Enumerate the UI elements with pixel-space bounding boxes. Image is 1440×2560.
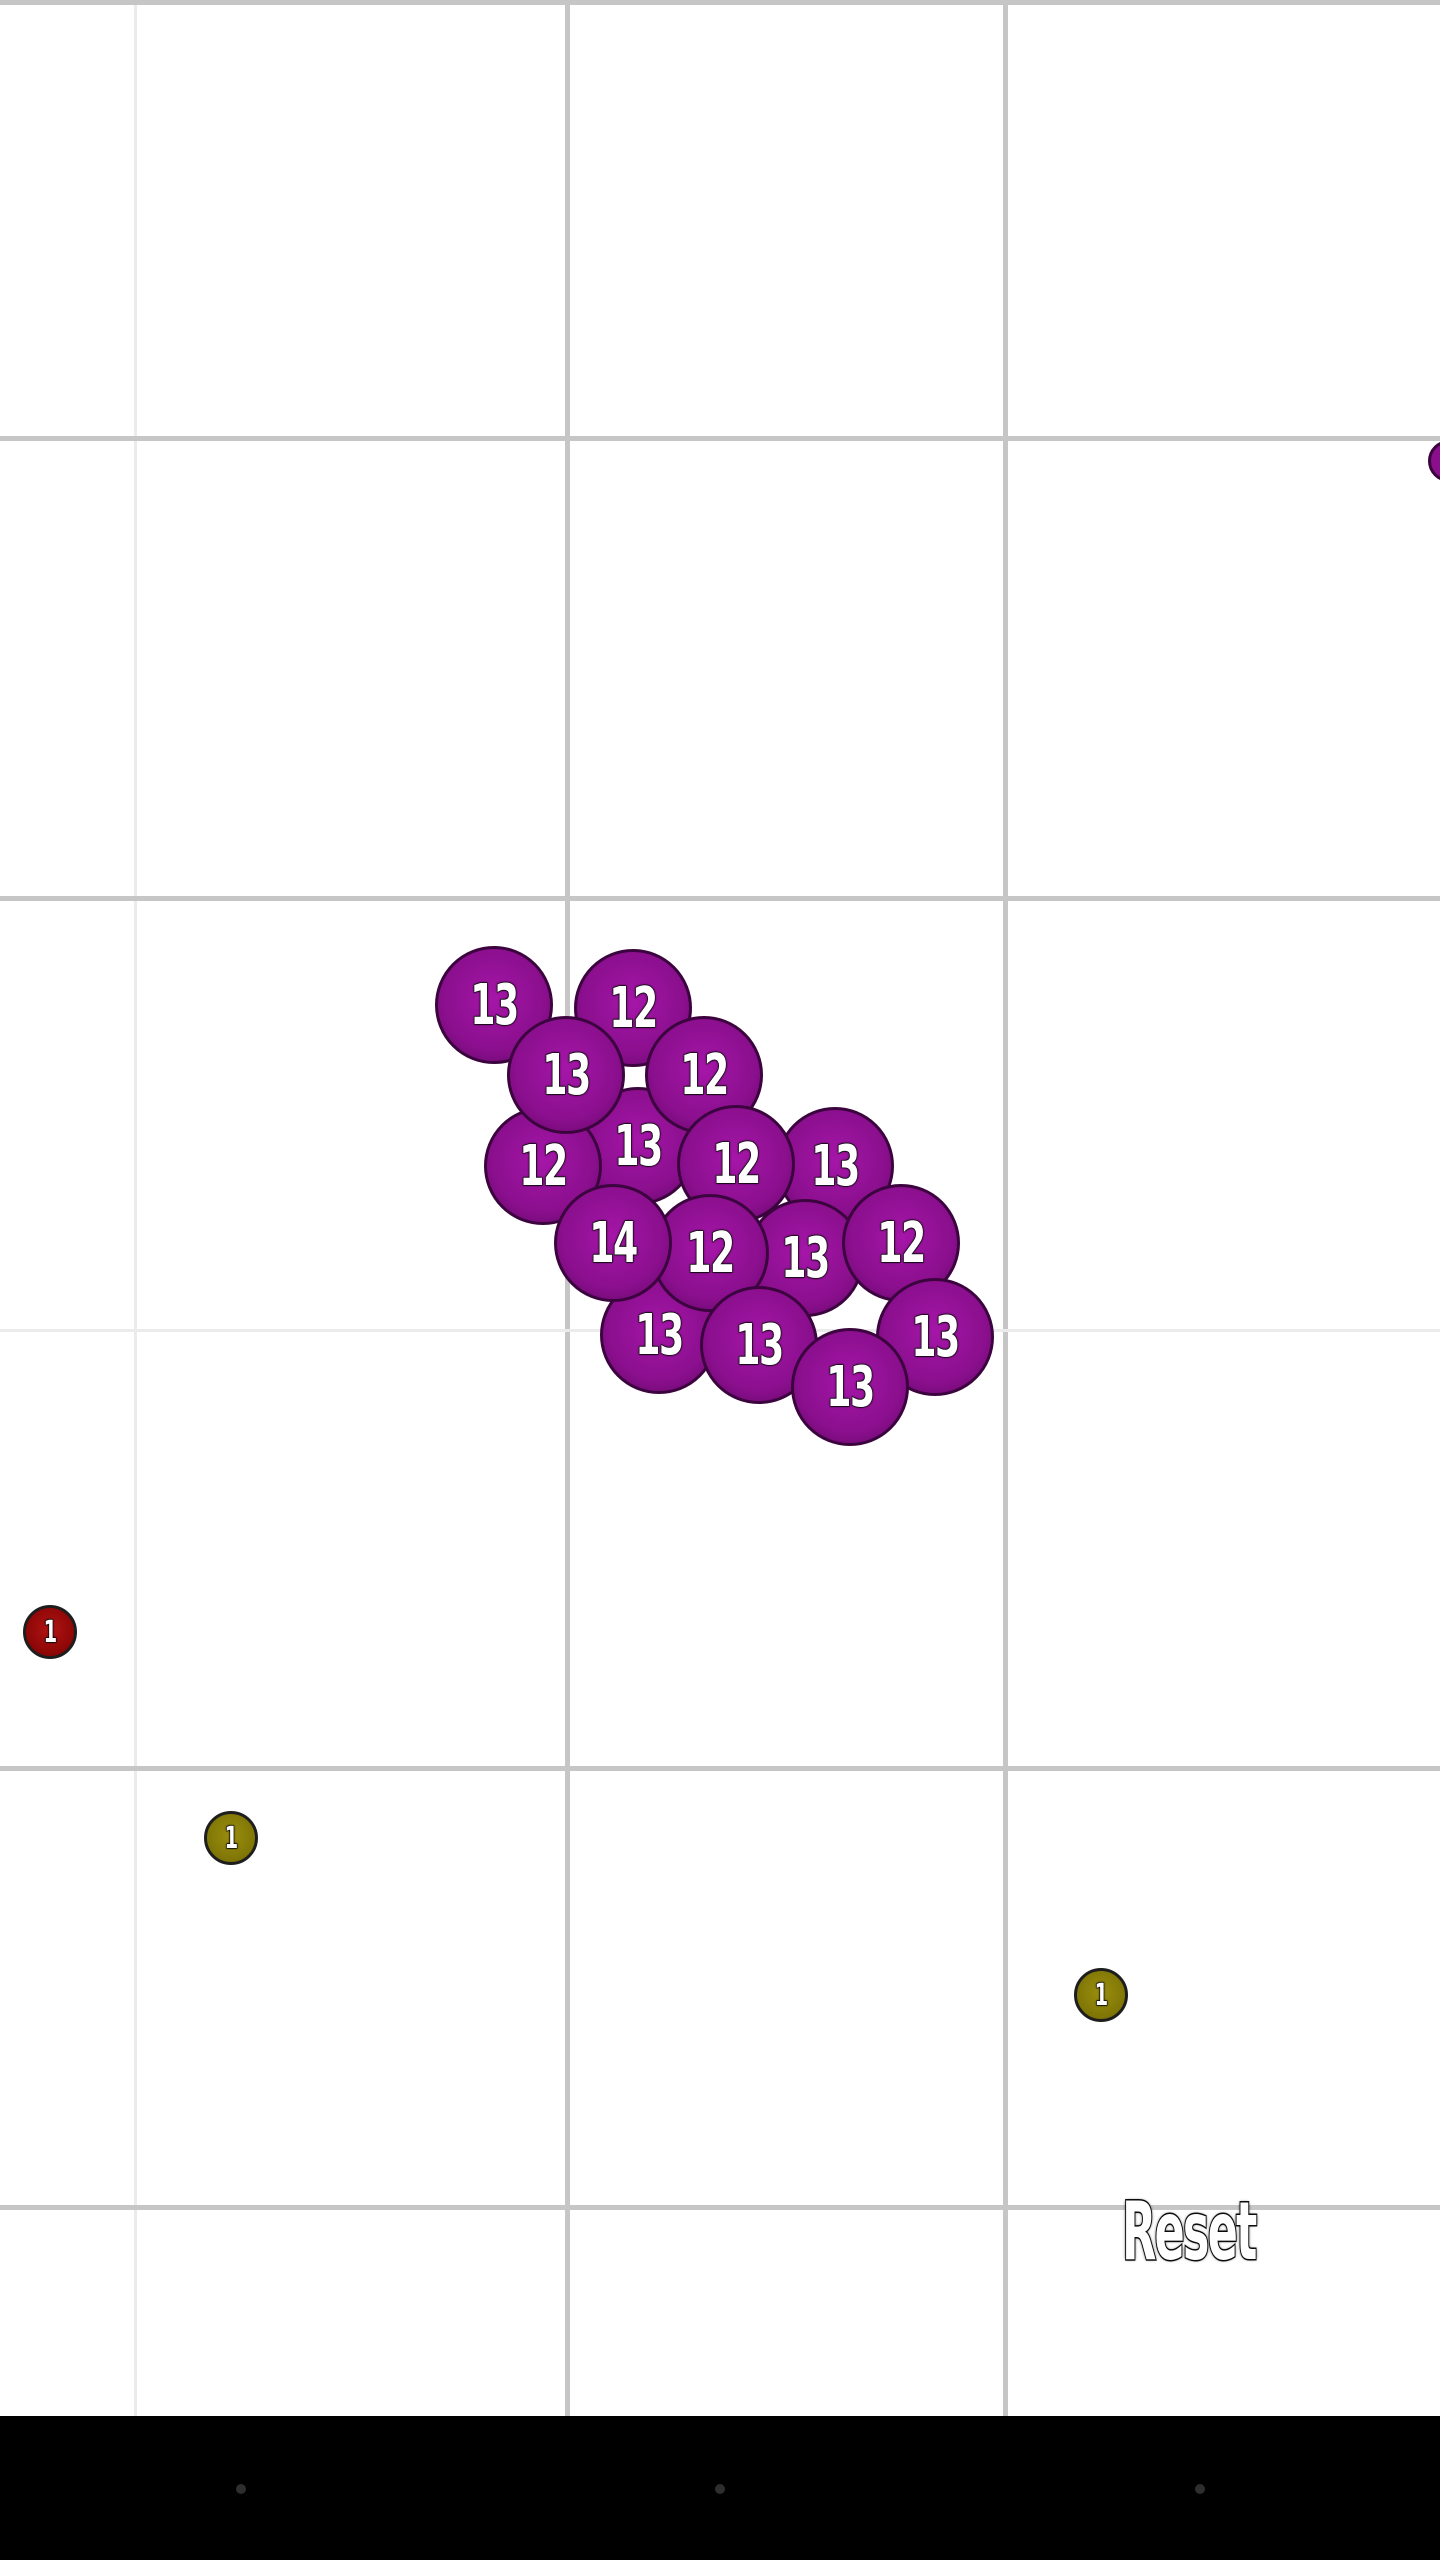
grid-line xyxy=(1003,0,1008,2416)
grid-line xyxy=(0,0,1440,5)
grid-line xyxy=(0,2205,1440,2210)
nav-recents-button[interactable] xyxy=(1195,2484,1205,2494)
grid-line xyxy=(134,0,137,2416)
food-cell-olive: 1 xyxy=(1074,1968,1128,2022)
player-cell-offscreen xyxy=(1428,440,1440,482)
grid-line xyxy=(0,436,1440,441)
food-cell-olive: 1 xyxy=(204,1811,258,1865)
game-arena[interactable]: 13 12 13 13 12 12 13 12 13 12 13 12 14 1… xyxy=(0,0,1440,2416)
player-cell: 14 xyxy=(554,1184,672,1302)
player-cell: 13 xyxy=(776,1107,894,1225)
grid-line xyxy=(0,896,1440,901)
reset-button[interactable]: Reset xyxy=(1121,2184,1288,2279)
grid-line xyxy=(0,1766,1440,1771)
player-cell: 12 xyxy=(842,1184,960,1302)
food-cell-red: 1 xyxy=(23,1605,77,1659)
nav-home-button[interactable] xyxy=(715,2484,725,2494)
player-cell: 13 xyxy=(791,1328,909,1446)
nav-back-button[interactable] xyxy=(236,2484,246,2494)
player-cell: 13 xyxy=(507,1016,625,1134)
